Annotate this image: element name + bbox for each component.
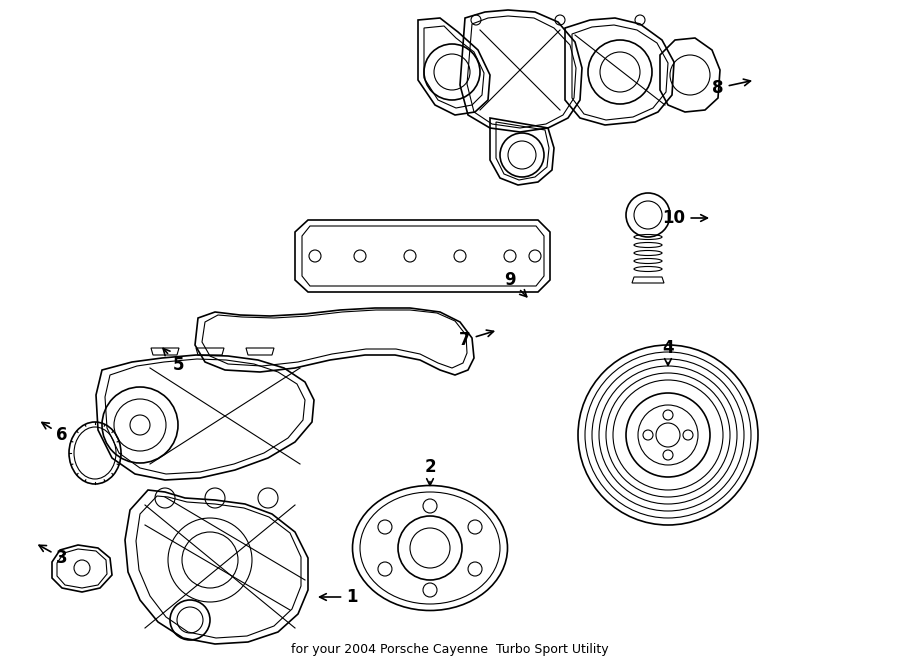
Text: 9: 9	[504, 271, 526, 297]
Text: 10: 10	[662, 209, 707, 227]
Text: 6: 6	[42, 422, 68, 444]
Text: 5: 5	[163, 348, 184, 374]
Text: 4: 4	[662, 339, 674, 366]
Text: for your 2004 Porsche Cayenne  Turbo Sport Utility: for your 2004 Porsche Cayenne Turbo Spor…	[292, 644, 608, 656]
Text: 7: 7	[459, 330, 493, 349]
Text: 8: 8	[712, 79, 751, 97]
Text: 1: 1	[320, 588, 358, 606]
Text: 3: 3	[39, 545, 68, 567]
Text: 2: 2	[424, 458, 436, 485]
